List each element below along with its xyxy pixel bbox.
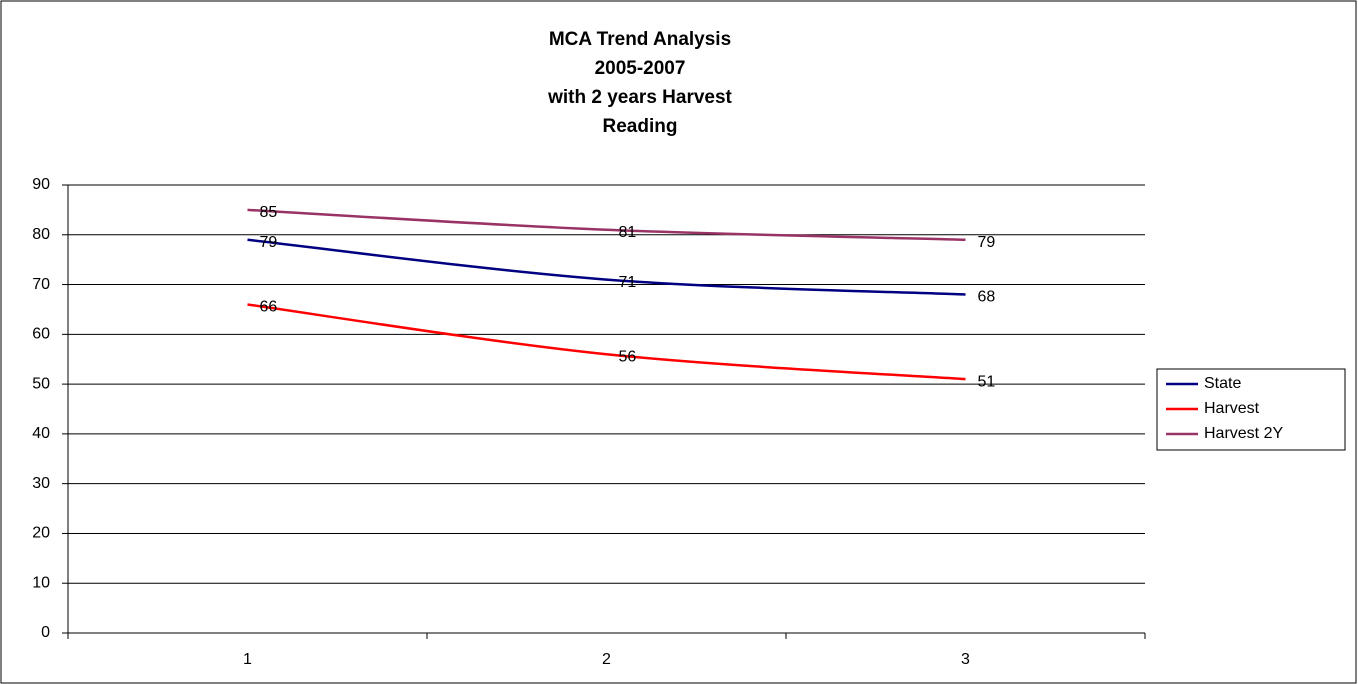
x-tick-label: 2 [602,651,611,668]
y-tick-label: 40 [32,425,50,442]
y-tick-label: 20 [32,525,50,542]
x-tick-label: 3 [961,651,970,668]
data-label: 81 [619,224,637,241]
y-tick-label: 70 [32,276,50,293]
series-line [247,303,966,381]
chart-title: with 2 years Harvest [547,87,732,108]
data-label: 85 [260,204,278,221]
data-label: 79 [978,234,996,251]
legend-label: State [1204,375,1241,392]
y-tick-label: 90 [32,176,50,193]
series-line [247,238,966,296]
y-tick-label: 30 [32,475,50,492]
y-tick-label: 50 [32,375,50,392]
chart-title: Reading [603,116,678,137]
data-label: 68 [978,289,996,306]
y-tick-label: 60 [32,326,50,343]
x-tick-label: 1 [243,651,252,668]
data-label: 56 [619,348,637,365]
legend-label: Harvest 2Y [1204,425,1283,442]
legend-label: Harvest [1204,400,1260,417]
series-line [247,208,966,242]
y-tick-label: 0 [41,624,50,641]
data-label: 51 [978,373,996,390]
chart-title: 2005-2007 [595,58,686,79]
data-label: 66 [260,299,278,316]
data-label: 79 [260,234,278,251]
data-label: 71 [619,274,637,291]
y-tick-label: 10 [32,574,50,591]
chart-title: MCA Trend Analysis [549,29,731,50]
y-tick-label: 80 [32,226,50,243]
